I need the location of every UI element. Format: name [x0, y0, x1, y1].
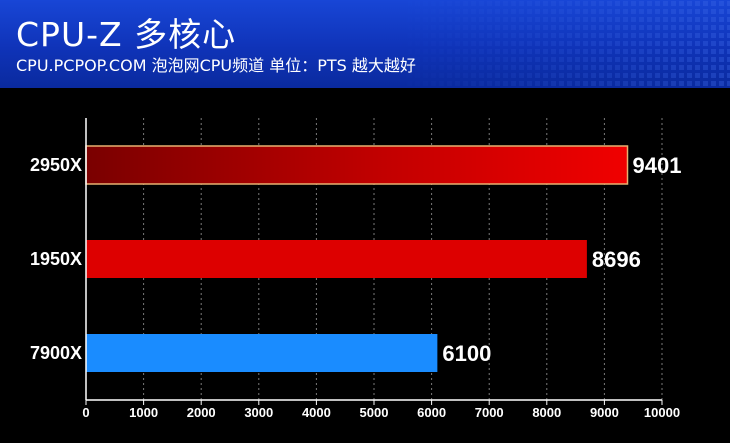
bar-1950x	[86, 240, 587, 278]
x-tick-label: 3000	[244, 405, 273, 420]
category-label: 7900X	[30, 343, 82, 363]
x-tick-label: 6000	[417, 405, 446, 420]
x-tick-label: 0	[82, 405, 89, 420]
value-label: 8696	[592, 247, 641, 272]
x-tick-label: 5000	[360, 405, 389, 420]
value-label: 6100	[442, 341, 491, 366]
header-pattern	[390, 0, 730, 88]
x-tick-label: 4000	[302, 405, 331, 420]
category-label: 1950X	[30, 249, 82, 269]
chart-title: CPU-Z 多核心	[16, 15, 237, 54]
bar-7900x	[86, 334, 438, 372]
chart-subtitle: CPU.PCPOP.COM 泡泡网CPU频道 单位：PTS 越大越好	[16, 56, 416, 75]
bar-2950x	[85, 145, 629, 185]
chart-header: CPU-Z 多核心 CPU.PCPOP.COM 泡泡网CPU频道 单位：PTS …	[0, 0, 730, 88]
x-tick-label: 7000	[475, 405, 504, 420]
x-tick-label: 10000	[644, 405, 680, 420]
category-label: 2950X	[30, 155, 82, 175]
x-tick-label: 9000	[590, 405, 619, 420]
x-tick-label: 8000	[532, 405, 561, 420]
x-tick-label: 2000	[187, 405, 216, 420]
x-tick-label: 1000	[129, 405, 158, 420]
value-label: 9401	[632, 153, 681, 178]
